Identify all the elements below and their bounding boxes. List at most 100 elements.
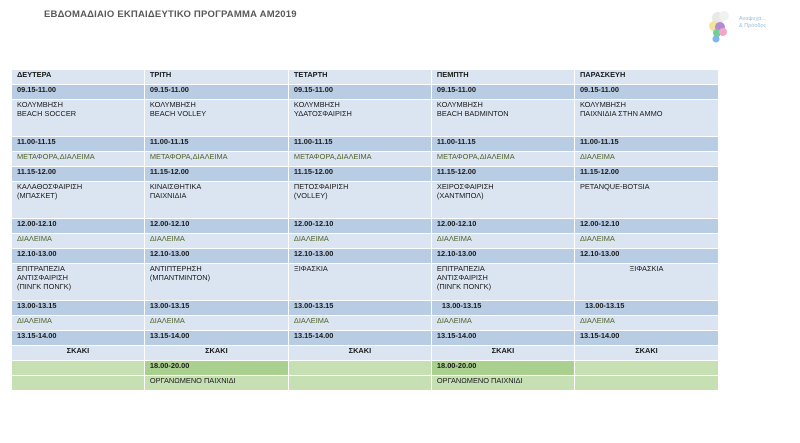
schedule-cell: ΞΙΦΑΣΚΙΑ bbox=[573, 263, 720, 301]
schedule-cell: ΔΙΑΛΕΙΜΑ bbox=[573, 151, 720, 167]
schedule-cell: 11.15-12.00 bbox=[11, 166, 145, 182]
schedule-cell: ΚΙΝΑΙΣΘΗΤΙΚΑ ΠΑΙΧΝΙΔΙΑ bbox=[143, 181, 289, 219]
schedule-cell: ΔΙΑΛΕΙΜΑ bbox=[573, 315, 720, 331]
schedule-row-act: ΚΑΛΑΘΟΣΦΑΙΡΙΣΗ (ΜΠΑΣΚΕΤ) ΚΙΝΑΙΣΘΗΤΙΚΑ ΠΑΙΧΝ… bbox=[11, 181, 720, 219]
schedule-row-time: 13.00-13.15 13.00-13.15 13.00-13.15 13.00-1… bbox=[11, 300, 720, 316]
schedule-cell bbox=[573, 360, 720, 376]
schedule-cell: ΔΙΑΛΕΙΜΑ bbox=[287, 315, 432, 331]
schedule-cell: 12.00-12.10 bbox=[11, 218, 145, 234]
schedule-cell: 13.00-13.15 bbox=[573, 300, 720, 316]
schedule-cell: ΕΠΙΤΡΑΠΕΖΙΑ ΑΝΤΙΣΦΑΙΡΙΣΗ (ΠΙΝΓΚ ΠΟΝΓΚ) bbox=[11, 263, 145, 301]
schedule-cell: 18.00-20.00 bbox=[430, 360, 575, 376]
schedule-cell: PETANQUE-BOTSIA bbox=[573, 181, 720, 219]
schedule-cell: ΟΡΓΑΝΩΜΕΝΟ ΠΑΙΧΝΙΔΙ bbox=[430, 375, 575, 391]
day-header: ΔΕΥΤΕΡΑ bbox=[11, 69, 145, 85]
schedule-cell: ΞΙΦΑΣΚΙΑ bbox=[287, 263, 432, 301]
schedule-cell: 13.15-14.00 bbox=[430, 330, 575, 346]
schedule-cell: 12.10-13.00 bbox=[573, 248, 720, 264]
schedule-cell: 13.00-13.15 bbox=[430, 300, 575, 316]
schedule-cell: ΚΟΛΥΜΒΗΣΗ ΥΔΑΤΟΣΦΑΙΡΙΣΗ bbox=[287, 99, 432, 137]
schedule-cell: 13.15-14.00 bbox=[573, 330, 720, 346]
schedule-cell: ΣΚΑΚΙ bbox=[287, 345, 432, 361]
schedule-cell: ΣΚΑΚΙ bbox=[573, 345, 720, 361]
schedule-row-chess: ΣΚΑΚΙ ΣΚΑΚΙ ΣΚΑΚΙ ΣΚΑΚΙ ΣΚΑΚΙ bbox=[11, 345, 720, 361]
day-header: ΠΕΜΠΤΗ bbox=[430, 69, 575, 85]
schedule-cell: 11.00-11.15 bbox=[287, 136, 432, 152]
schedule-cell: 13.15-14.00 bbox=[11, 330, 145, 346]
schedule-cell bbox=[287, 375, 432, 391]
logo-text: Αναψυχα... & Πρόοδος bbox=[739, 16, 767, 29]
schedule-row-time: 12.00-12.10 12.00-12.10 12.00-12.10 12.00-1… bbox=[11, 218, 720, 234]
schedule-cell: ΔΙΑΛΕΙΜΑ bbox=[573, 233, 720, 249]
schedule-row-act: ΚΟΛΥΜΒΗΣΗ BEACH SOCCER ΚΟΛΥΜΒΗΣΗ BEACH VOLL… bbox=[11, 99, 720, 137]
schedule-row-green2: ΟΡΓΑΝΩΜΕΝΟ ΠΑΙΧΝΙΔΙ ΟΡΓΑΝΩΜΕΝΟ ΠΑΙΧΝΙΔΙ bbox=[11, 375, 720, 391]
day-header: ΤΕΤΑΡΤΗ bbox=[287, 69, 432, 85]
schedule-cell: 09.15-11.00 bbox=[573, 84, 720, 100]
schedule-cell: ΚΟΛΥΜΒΗΣΗ ΠΑΙΧΝΙΔΙΑ ΣΤΗΝ ΑΜΜΟ bbox=[573, 99, 720, 137]
schedule-cell: ΜΕΤΑΦΟΡΑ,ΔΙΑΛΕΙΜΑ bbox=[11, 151, 145, 167]
schedule-row-time: 13.15-14.00 13.15-14.00 13.15-14.00 13.15-1… bbox=[11, 330, 720, 346]
schedule-cell: 12.10-13.00 bbox=[287, 248, 432, 264]
schedule-cell: ΚΟΛΥΜΒΗΣΗ BEACH VOLLEY bbox=[143, 99, 289, 137]
schedule-cell bbox=[573, 375, 720, 391]
schedule-cell: ΔΙΑΛΕΙΜΑ bbox=[287, 233, 432, 249]
header-row: ΔΕΥΤΕΡΑ ΤΡΙΤΗ ΤΕΤΑΡΤΗ ΠΕΜΠΤΗ ΠΑΡΑΣΚΕΥΗ bbox=[11, 69, 720, 85]
schedule-cell: 11.00-11.15 bbox=[573, 136, 720, 152]
schedule-row-brk: ΔΙΑΛΕΙΜΑ ΔΙΑΛΕΙΜΑ ΔΙΑΛΕΙΜΑ ΔΙΑΛΕΙΜΑ ΔΙΑΛΕΙΜΑ bbox=[11, 315, 720, 331]
schedule-cell: ΜΕΤΑΦΟΡΑ,ΔΙΑΛΕΙΜΑ bbox=[287, 151, 432, 167]
day-header: ΤΡΙΤΗ bbox=[143, 69, 289, 85]
schedule-cell: 11.15-12.00 bbox=[287, 166, 432, 182]
schedule-cell: 13.15-14.00 bbox=[143, 330, 289, 346]
schedule-cell: 09.15-11.00 bbox=[143, 84, 289, 100]
schedule-cell: 09.15-11.00 bbox=[11, 84, 145, 100]
schedule-cell: 12.10-13.00 bbox=[143, 248, 289, 264]
schedule-cell: ΧΕΙΡΟΣΦΑΙΡΙΣΗ (ΧΑΝΤΜΠΟΛ) bbox=[430, 181, 575, 219]
schedule-row-green1: 18.00-20.00 18.00-20.00 bbox=[11, 360, 720, 376]
schedule-cell: 09.15-11.00 bbox=[287, 84, 432, 100]
schedule-cell: ΚΟΛΥΜΒΗΣΗ BEACH BADMINTON bbox=[430, 99, 575, 137]
schedule-cell: 12.10-13.00 bbox=[11, 248, 145, 264]
schedule-cell: 11.15-12.00 bbox=[430, 166, 575, 182]
schedule-cell: 11.00-11.15 bbox=[143, 136, 289, 152]
schedule-row-brk: ΜΕΤΑΦΟΡΑ,ΔΙΑΛΕΙΜΑ ΜΕΤΑΦΟΡΑ,ΔΙΑΛΕΙΜΑ ΜΕΤΑΦΟ… bbox=[11, 151, 720, 167]
schedule-cell: 11.00-11.15 bbox=[430, 136, 575, 152]
schedule-cell: ΠΕΤΟΣΦΑΙΡΙΣΗ (VOLLEY) bbox=[287, 181, 432, 219]
schedule-row-time: 09.15-11.00 09.15-11.00 09.15-11.00 09.15-1… bbox=[11, 84, 720, 100]
schedule-cell: ΔΙΑΛΕΙΜΑ bbox=[143, 233, 289, 249]
page-title: ΕΒΔΟΜΑΔΙΑΙΟ ΕΚΠΑΙΔΕΥΤΙΚΟ ΠΡΟΓΡΑΜΜΑ ΑΜ201… bbox=[44, 9, 297, 20]
schedule-cell: ΔΙΑΛΕΙΜΑ bbox=[11, 233, 145, 249]
schedule-cell: ΔΙΑΛΕΙΜΑ bbox=[430, 233, 575, 249]
schedule-cell: 12.00-12.10 bbox=[287, 218, 432, 234]
schedule-row-time: 12.10-13.00 12.10-13.00 12.10-13.00 12.10-1… bbox=[11, 248, 720, 264]
schedule-row-time: 11.00-11.15 11.00-11.15 11.00-11.15 11.00-1… bbox=[11, 136, 720, 152]
schedule-row-brk: ΔΙΑΛΕΙΜΑ ΔΙΑΛΕΙΜΑ ΔΙΑΛΕΙΜΑ ΔΙΑΛΕΙΜΑ ΔΙΑΛΕΙΜΑ bbox=[11, 233, 720, 249]
logo-icon bbox=[709, 11, 729, 43]
schedule-cell: ΔΙΑΛΕΙΜΑ bbox=[143, 315, 289, 331]
schedule-cell: 11.15-12.00 bbox=[573, 166, 720, 182]
schedule-cell: 13.00-13.15 bbox=[11, 300, 145, 316]
schedule-cell: ΣΚΑΚΙ bbox=[430, 345, 575, 361]
schedule-cell: 12.00-12.10 bbox=[573, 218, 720, 234]
schedule-cell: ΜΕΤΑΦΟΡΑ,ΔΙΑΛΕΙΜΑ bbox=[430, 151, 575, 167]
schedule-cell bbox=[11, 360, 145, 376]
schedule-cell: ΔΙΑΛΕΙΜΑ bbox=[430, 315, 575, 331]
schedule-table: ΔΕΥΤΕΡΑ ΤΡΙΤΗ ΤΕΤΑΡΤΗ ΠΕΜΠΤΗ ΠΑΡΑΣΚΕΥΗ 0… bbox=[11, 69, 720, 391]
day-header: ΠΑΡΑΣΚΕΥΗ bbox=[573, 69, 720, 85]
schedule-row-act: ΕΠΙΤΡΑΠΕΖΙΑ ΑΝΤΙΣΦΑΙΡΙΣΗ (ΠΙΝΓΚ ΠΟΝΓΚ) ΑΝΤΙ… bbox=[11, 263, 720, 301]
organization-logo bbox=[704, 6, 794, 46]
schedule-cell: 09.15-11.00 bbox=[430, 84, 575, 100]
schedule-cell: ΣΚΑΚΙ bbox=[143, 345, 289, 361]
schedule-cell: ΔΙΑΛΕΙΜΑ bbox=[11, 315, 145, 331]
schedule-cell: ΑΝΤΙΠΤΕΡΗΣΗ (ΜΠΑΝΤΜΙΝΤΟΝ) bbox=[143, 263, 289, 301]
schedule-cell: 13.00-13.15 bbox=[143, 300, 289, 316]
schedule-cell: ΣΚΑΚΙ bbox=[11, 345, 145, 361]
schedule-cell: ΚΟΛΥΜΒΗΣΗ BEACH SOCCER bbox=[11, 99, 145, 137]
schedule-cell: 12.00-12.10 bbox=[430, 218, 575, 234]
schedule-cell: 12.00-12.10 bbox=[143, 218, 289, 234]
schedule-cell bbox=[287, 360, 432, 376]
schedule-cell: 12.10-13.00 bbox=[430, 248, 575, 264]
schedule-cell: ΟΡΓΑΝΩΜΕΝΟ ΠΑΙΧΝΙΔΙ bbox=[143, 375, 289, 391]
schedule-cell: 11.15-12.00 bbox=[143, 166, 289, 182]
schedule-body: 09.15-11.00 09.15-11.00 09.15-11.00 09.15-1… bbox=[11, 84, 720, 391]
schedule-cell bbox=[11, 375, 145, 391]
